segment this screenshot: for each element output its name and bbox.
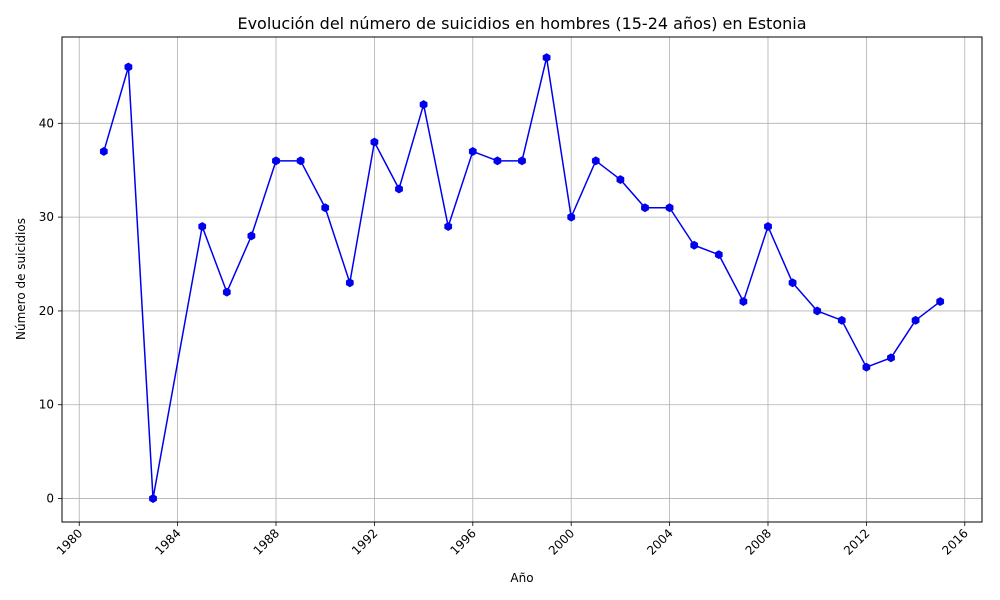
data-point [198,222,207,231]
data-point [887,353,895,363]
data-point [641,203,649,213]
data-point [862,362,871,372]
y-axis-title: Número de suicidios [14,218,28,340]
x-tick-label: 1980 [54,526,85,557]
data-point [739,297,748,307]
data-point [518,156,526,166]
data-point [99,146,108,156]
chart-title: Evolución del número de suicidios en hom… [237,14,806,33]
x-tick-label: 1984 [152,526,183,557]
data-point [542,53,551,63]
x-tick-label: 2004 [644,526,675,557]
plot-area-frame [61,36,983,523]
y-tick-label: 20 [39,304,54,318]
data-point [395,184,403,194]
x-tick-label: 1988 [251,526,282,557]
y-tick-label: 0 [46,492,54,506]
series-group [99,53,945,504]
y-tick-label: 30 [39,210,54,224]
data-point [468,146,477,156]
data-point [616,175,625,185]
data-point [370,137,379,147]
data-point [124,62,133,72]
data-point [813,306,822,316]
x-tick-label: 1992 [349,526,380,557]
series-line [103,56,941,500]
x-tick-label: 2012 [841,526,872,557]
data-point [837,315,846,325]
data-point [936,297,945,307]
grid-lines [62,37,982,522]
x-axis-title: Año [510,571,533,585]
data-point [222,287,231,297]
data-point [591,156,600,166]
x-axis: 1980 1984 1988 1992 1996 2000 2004 2008 2012 2016 [54,522,971,558]
data-point [321,203,330,213]
data-point [493,156,502,166]
data-point [419,100,428,110]
x-tick-label: 2000 [546,526,577,557]
data-point [714,250,723,260]
data-point [665,203,674,213]
y-tick-label: 40 [39,116,54,130]
data-point [567,212,576,222]
x-tick-label: 1996 [447,526,478,557]
data-point [272,156,280,166]
data-point [764,222,772,231]
data-point [444,222,453,231]
data-point [345,278,354,288]
x-tick-label: 2016 [939,526,970,557]
data-point [690,240,699,250]
y-tick-label: 10 [39,398,54,412]
data-point [788,278,797,288]
data-point [149,494,157,504]
data-point [247,231,256,241]
y-axis: 0 10 20 30 40 [39,116,62,506]
x-tick-label: 2008 [743,526,774,557]
data-point [911,315,920,325]
data-point [296,156,305,166]
